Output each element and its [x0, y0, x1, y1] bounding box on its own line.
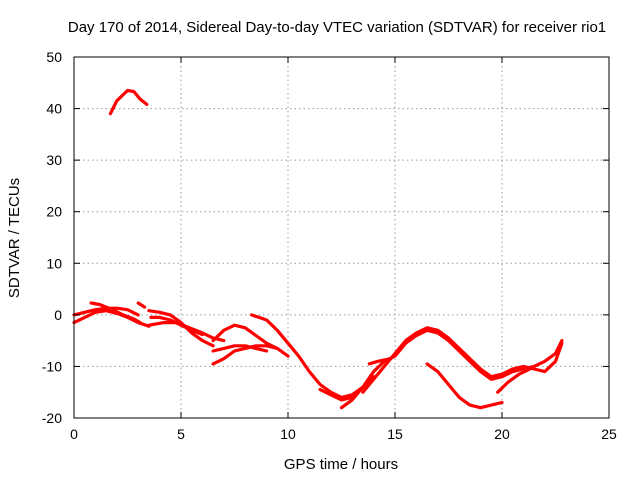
y-tick-label: 20 — [46, 204, 62, 220]
y-tick-label: -10 — [42, 358, 62, 374]
x-tick-label: 5 — [177, 426, 185, 442]
series-arc-17 — [425, 362, 504, 410]
axis-ticks: 0 5 10 15 20 25 -20 -10 0 10 20 30 40 50 — [42, 49, 617, 442]
chart-title: Day 170 of 2014, Sidereal Day-to-day VTE… — [68, 19, 606, 36]
y-tick-label: 30 — [46, 152, 62, 168]
series-arc-05 — [136, 301, 147, 309]
x-tick-label: 20 — [494, 426, 510, 442]
series-arc-06 — [147, 309, 215, 348]
y-tick-label: 10 — [46, 255, 62, 271]
y-tick-label: 50 — [46, 49, 62, 65]
series-arc-16 — [367, 357, 393, 366]
x-tick-label: 0 — [70, 426, 78, 442]
x-tick-label: 10 — [280, 426, 296, 442]
y-tick-label: 0 — [54, 307, 62, 323]
series-arc-10 — [211, 344, 279, 366]
x-axis-label: GPS time / hours — [284, 456, 398, 473]
series-arc-13 — [318, 388, 354, 402]
x-tick-label: 15 — [387, 426, 403, 442]
series-arc-18 — [496, 367, 532, 394]
series-arc-12 — [250, 313, 376, 399]
series-arc-08 — [147, 321, 226, 343]
series-arc-01 — [108, 88, 149, 116]
series-arc-15 — [361, 326, 564, 394]
y-axis-label: SDTVAR / TECUs — [6, 178, 23, 298]
series-arc-11 — [211, 344, 269, 353]
plot-frame — [73, 56, 610, 419]
grid — [74, 57, 609, 418]
x-tick-label: 25 — [601, 426, 617, 442]
series-group — [72, 88, 564, 410]
series-arc-04 — [89, 301, 142, 325]
y-tick-label: -20 — [42, 410, 62, 426]
y-tick-label: 40 — [46, 101, 62, 117]
